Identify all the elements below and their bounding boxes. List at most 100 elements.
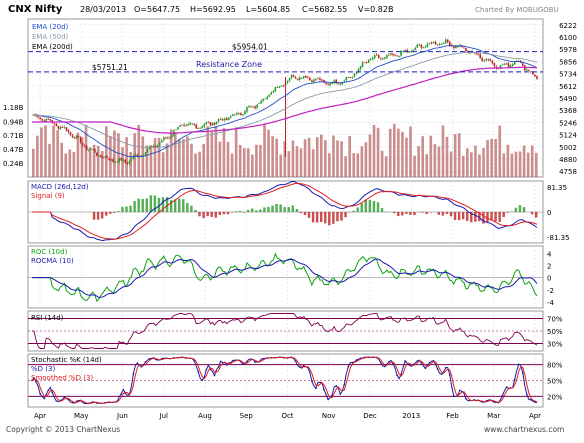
candle-body [124, 160, 126, 163]
volume-bar [312, 149, 315, 177]
candle-body [398, 56, 400, 57]
candle-body [252, 107, 254, 108]
volume-bar [279, 155, 282, 177]
macd-histogram-bar [502, 212, 504, 217]
candle-body [337, 83, 339, 84]
candle-body [64, 127, 66, 128]
candle-body [88, 149, 90, 150]
candle-body [112, 159, 114, 162]
candle-body [37, 116, 39, 118]
x-tick-label-mar: Mar [487, 412, 500, 420]
macd-histogram-bar [352, 211, 354, 212]
candle-body [167, 138, 169, 139]
macd-histogram-bar [105, 212, 107, 216]
candle-body [262, 99, 264, 101]
candle-body [110, 160, 112, 161]
candle-body [212, 123, 214, 125]
volume-bar [129, 152, 132, 177]
macd-tick-label: 0 [547, 209, 551, 217]
candle-body [228, 117, 230, 119]
candle-body [248, 106, 250, 107]
candle-body [372, 58, 374, 59]
macd-histogram-bar [109, 212, 111, 214]
candle-body [202, 126, 204, 128]
copyright-text: Copyright © 2013 ChartNexus [6, 425, 120, 434]
roc-pane-frame [28, 246, 543, 308]
candle-body [421, 45, 423, 48]
candle-body [502, 64, 504, 65]
rsi-tick-label: 70% [547, 316, 563, 324]
macd-histogram-bar [182, 199, 184, 212]
macd-histogram-bar [247, 210, 249, 212]
candle-body [240, 113, 242, 115]
macd-histogram-bar [255, 210, 257, 212]
macd-histogram-bar [365, 200, 367, 212]
candle-body [193, 124, 195, 125]
candle-body [492, 61, 494, 64]
macd-histogram-bar [198, 212, 200, 216]
candle-body [189, 123, 191, 124]
candle-body [187, 124, 189, 126]
candle-body [39, 117, 41, 119]
stochastic-tick-label: 20% [547, 393, 563, 401]
volume-bar [377, 128, 380, 177]
candle-body [90, 149, 92, 150]
volume-bar [304, 139, 307, 177]
volume-bar [425, 154, 428, 177]
volume-bar [267, 130, 270, 177]
candle-body [335, 80, 337, 83]
macd-histogram-bar [239, 211, 241, 212]
candle-body [445, 40, 447, 43]
macd-histogram-bar [150, 195, 152, 212]
candle-body [275, 87, 277, 91]
volume-bar [340, 141, 343, 177]
candle-body [352, 77, 354, 78]
macd-histogram-bar [442, 212, 444, 216]
candle-body [80, 138, 82, 143]
candle-body [429, 43, 431, 44]
candle-body [384, 57, 386, 59]
candle-body [86, 146, 88, 150]
macd-histogram-bar [312, 212, 314, 222]
candle-body [358, 69, 360, 72]
macd-histogram-bar [227, 212, 229, 214]
candle-body [273, 91, 275, 92]
candle-body [266, 97, 268, 99]
macd-histogram-bar [409, 212, 411, 215]
candle-body [56, 124, 58, 127]
volume-bar [275, 139, 278, 177]
candle-body [58, 126, 60, 128]
candle-body [315, 79, 317, 80]
volume-bar [150, 145, 153, 177]
candle-body [307, 77, 309, 78]
candle-body [268, 95, 270, 97]
candle-body [433, 42, 435, 43]
candle-body [200, 128, 202, 129]
volume-bar [263, 124, 266, 177]
candle-body [208, 122, 210, 123]
candle-body [344, 81, 346, 82]
candle-body [226, 118, 228, 120]
volume-bar [308, 138, 311, 177]
candle-body [410, 51, 412, 52]
roc-tick-label: 0 [547, 275, 551, 283]
price-tick-label: 4880 [559, 156, 577, 164]
candle-body [102, 157, 104, 158]
price-tick-label: 5978 [559, 46, 577, 54]
volume-bar [162, 152, 165, 177]
candle-body [116, 162, 118, 163]
volume-bar [490, 139, 493, 177]
candle-body [449, 42, 451, 46]
macd-histogram-bar [507, 212, 509, 213]
volume-bar [60, 143, 63, 177]
volume-bar [206, 126, 209, 177]
header-volume: V=0.82B [358, 5, 393, 14]
candle-body [465, 48, 467, 51]
rsi-legend-0: RSI (14d) [31, 314, 64, 322]
volume-bar [373, 125, 376, 177]
candle-body [159, 143, 161, 146]
macd-histogram-bar [446, 212, 448, 214]
volume-bar [300, 148, 303, 177]
candle-body [394, 55, 396, 56]
volume-bar [235, 127, 238, 177]
